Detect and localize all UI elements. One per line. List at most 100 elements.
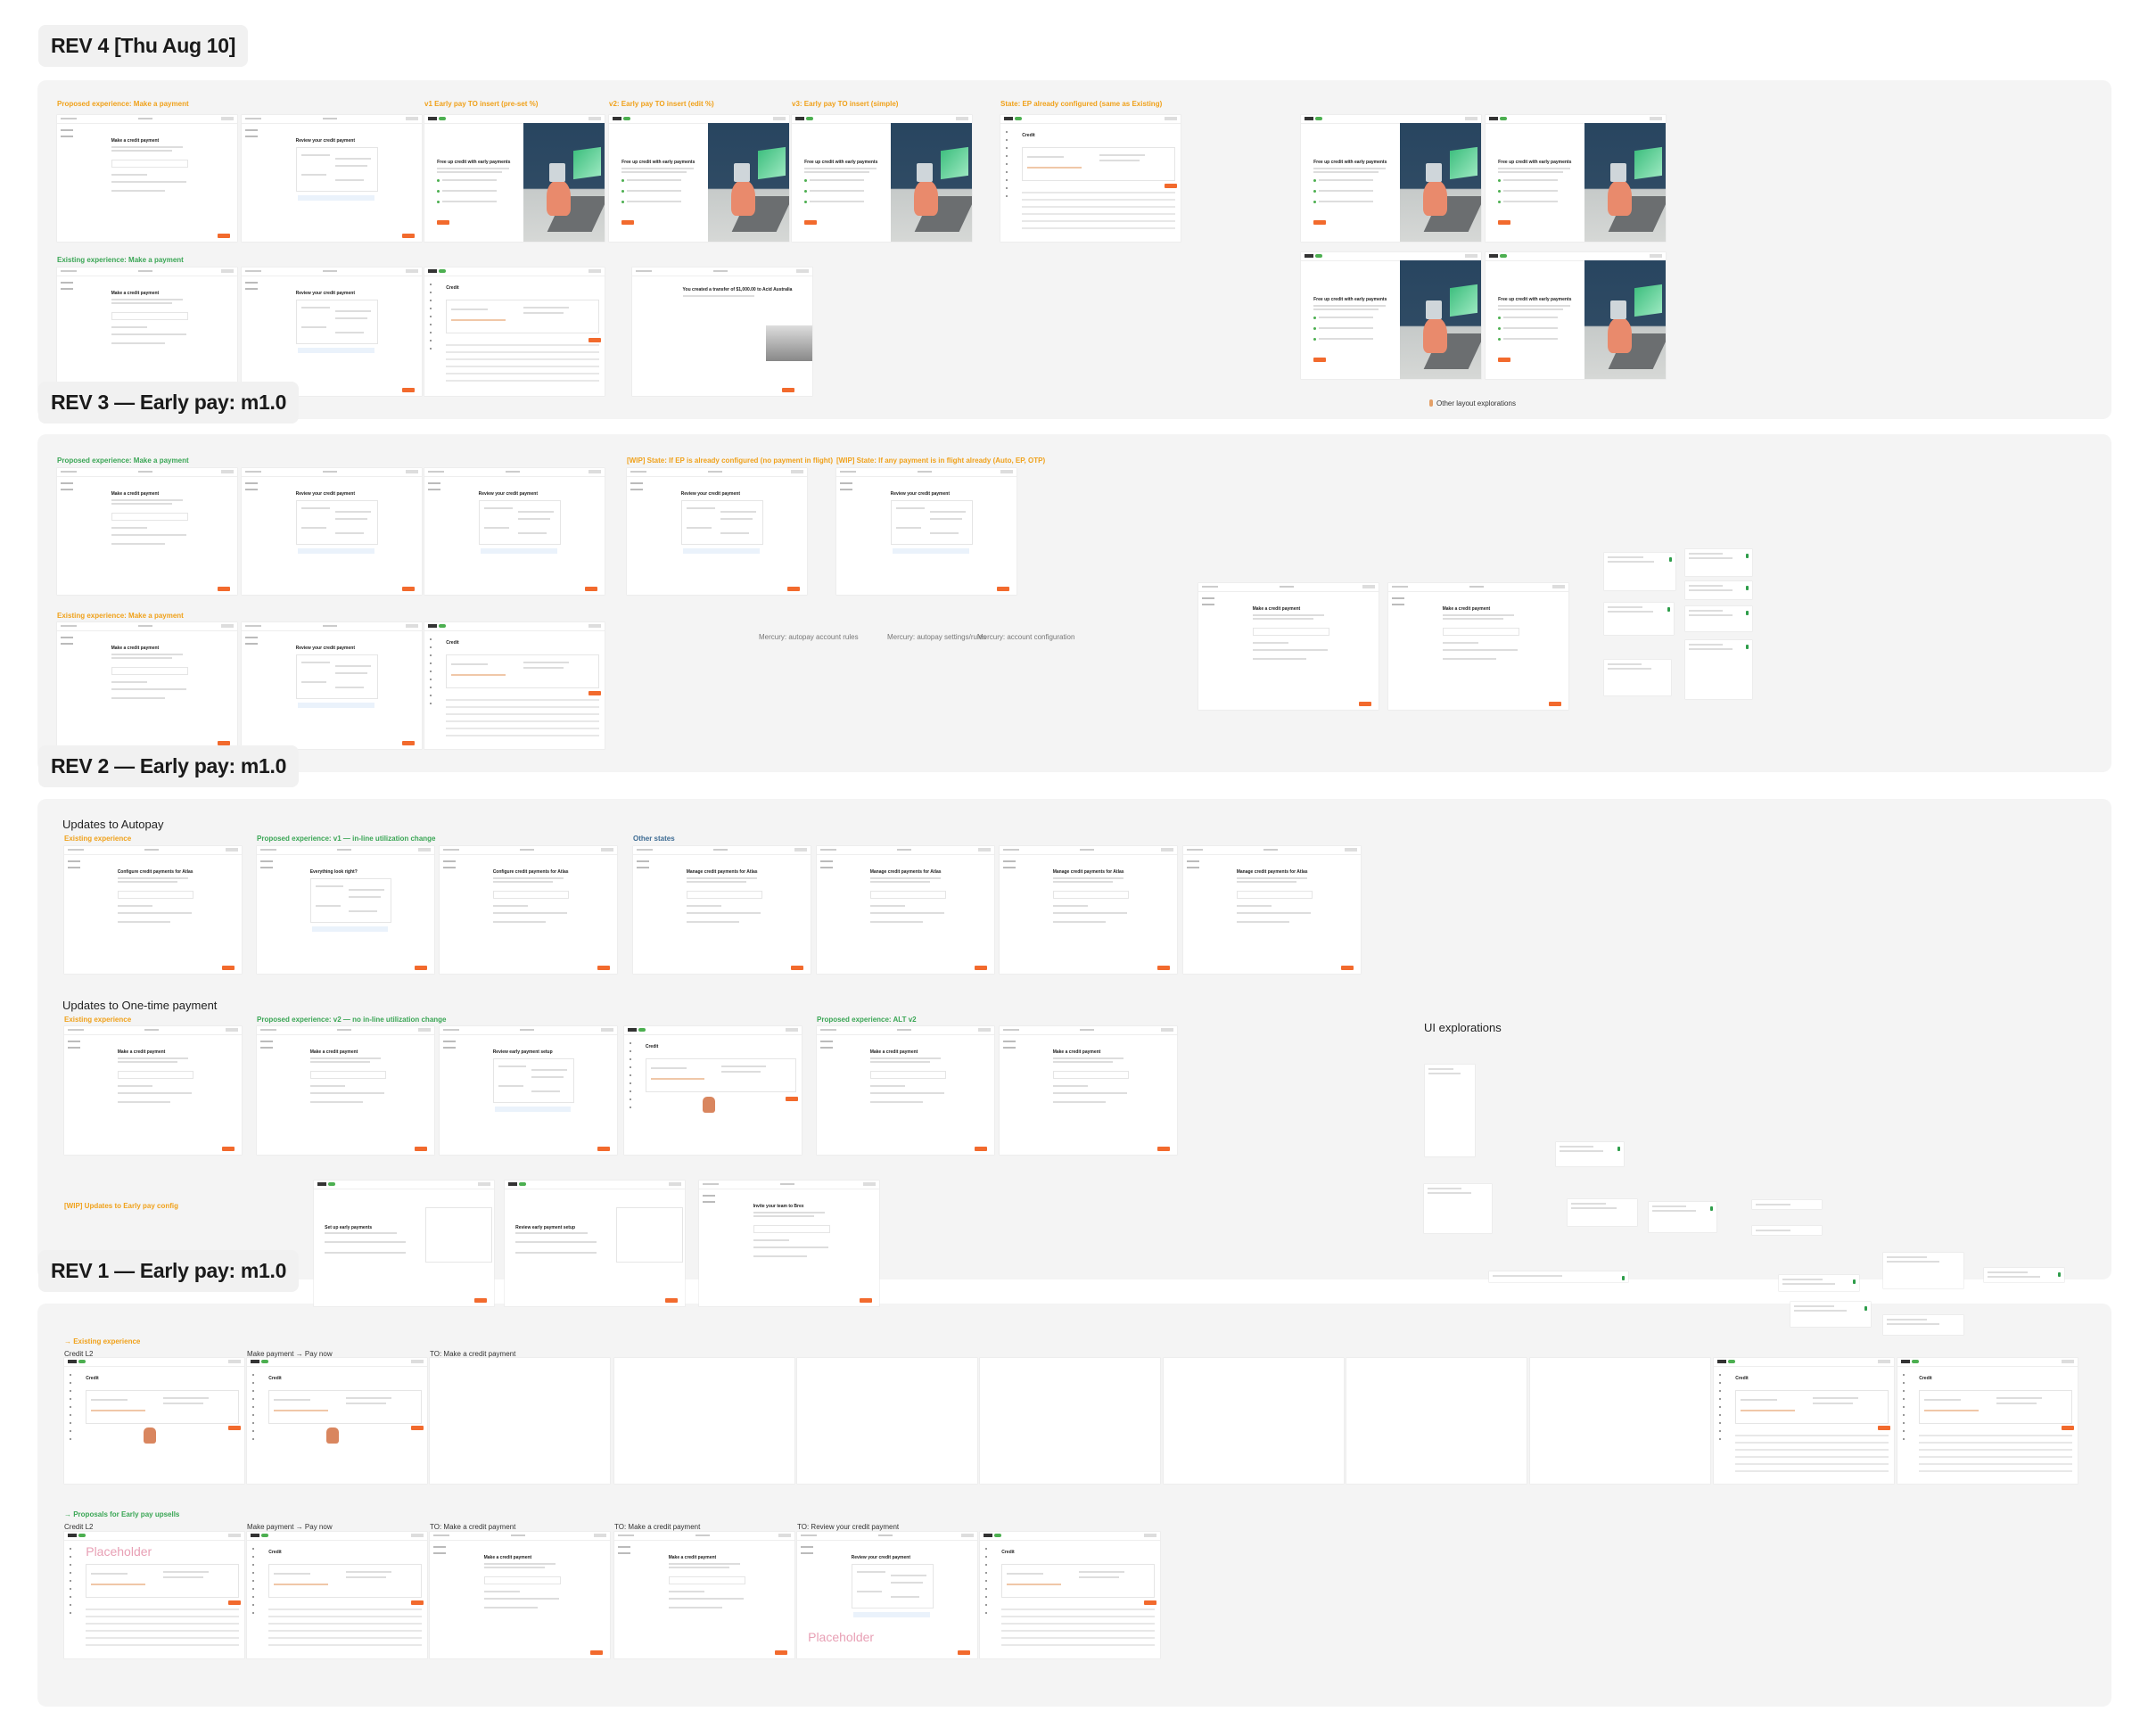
- user-menu[interactable]: [221, 624, 234, 628]
- amount-field[interactable]: [1236, 891, 1313, 899]
- user-menu[interactable]: [411, 1360, 424, 1363]
- continue-button[interactable]: [1498, 358, 1511, 362]
- back-link[interactable]: [260, 849, 276, 851]
- user-menu[interactable]: [1878, 1360, 1890, 1363]
- back-link[interactable]: [1003, 1029, 1019, 1031]
- design-frame-form[interactable]: Make a credit payment: [57, 622, 237, 749]
- amount-field[interactable]: [111, 312, 189, 320]
- design-frame-review[interactable]: Review your credit payment: [424, 468, 605, 595]
- design-frame-promo[interactable]: Free up credit with early payments: [1486, 252, 1666, 379]
- nav-icon[interactable]: [985, 1612, 987, 1614]
- back-link[interactable]: [61, 471, 77, 473]
- nav-icon[interactable]: [252, 1438, 254, 1440]
- continue-button[interactable]: [804, 220, 818, 225]
- user-menu[interactable]: [863, 1182, 876, 1186]
- user-menu[interactable]: [796, 269, 809, 273]
- primary-button[interactable]: [775, 1650, 787, 1655]
- toggle-switch[interactable]: [1667, 607, 1670, 612]
- design-frame-blank[interactable]: [980, 1358, 1160, 1484]
- table-row[interactable]: [446, 373, 599, 374]
- nav-icon[interactable]: [1903, 1422, 1905, 1424]
- design-frame-form[interactable]: Make a credit payment: [64, 1026, 242, 1155]
- back-link[interactable]: [618, 1534, 634, 1536]
- nav-icon[interactable]: [252, 1612, 254, 1614]
- table-row[interactable]: [1001, 1623, 1155, 1625]
- table-row[interactable]: [268, 1630, 422, 1632]
- user-menu[interactable]: [794, 848, 807, 852]
- table-row[interactable]: [268, 1623, 422, 1625]
- nav-icon[interactable]: [252, 1548, 254, 1550]
- user-menu[interactable]: [1650, 254, 1662, 258]
- nav-icon[interactable]: [630, 1042, 631, 1044]
- nav-icon[interactable]: [1006, 171, 1008, 173]
- table-row[interactable]: [1919, 1470, 2072, 1472]
- primary-button[interactable]: [590, 1650, 603, 1655]
- primary-button[interactable]: [415, 1147, 427, 1151]
- design-frame-dash[interactable]: Credit: [1000, 115, 1181, 242]
- table-row[interactable]: [446, 699, 599, 701]
- back-link[interactable]: [703, 1183, 719, 1185]
- primary-button[interactable]: [1157, 966, 1170, 970]
- amount-field[interactable]: [111, 160, 189, 168]
- nav-icon[interactable]: [1719, 1414, 1721, 1416]
- primary-button[interactable]: [597, 1147, 610, 1151]
- toggle-switch[interactable]: [1746, 554, 1749, 558]
- nav-icon[interactable]: [252, 1588, 254, 1590]
- nav-icon[interactable]: [985, 1596, 987, 1598]
- back-link[interactable]: [61, 118, 77, 119]
- nav-icon[interactable]: [1006, 155, 1008, 157]
- table-row[interactable]: [446, 358, 599, 360]
- nav-icon[interactable]: [430, 671, 432, 672]
- nav-icon[interactable]: [630, 1074, 631, 1076]
- nav-icon[interactable]: [70, 1430, 71, 1432]
- user-menu[interactable]: [594, 1534, 606, 1537]
- toggle-switch[interactable]: [1746, 611, 1749, 615]
- table-row[interactable]: [446, 713, 599, 715]
- table-row[interactable]: [446, 728, 599, 729]
- amount-field[interactable]: [483, 1576, 562, 1584]
- user-menu[interactable]: [1362, 585, 1375, 588]
- nav-icon[interactable]: [1719, 1382, 1721, 1384]
- table-row[interactable]: [268, 1644, 422, 1646]
- continue-button[interactable]: [621, 220, 635, 225]
- amount-field[interactable]: [869, 1071, 947, 1079]
- amount-field[interactable]: [117, 891, 194, 899]
- primary-button[interactable]: [787, 587, 800, 591]
- primary-button[interactable]: [786, 1097, 798, 1101]
- table-row[interactable]: [446, 366, 599, 367]
- user-menu[interactable]: [226, 848, 238, 852]
- nav-icon[interactable]: [70, 1556, 71, 1558]
- table-row[interactable]: [268, 1637, 422, 1639]
- nav-icon[interactable]: [252, 1572, 254, 1574]
- nav-icon[interactable]: [630, 1090, 631, 1092]
- primary-button[interactable]: [402, 587, 415, 591]
- user-menu[interactable]: [406, 624, 418, 628]
- nav-icon[interactable]: [1903, 1374, 1905, 1376]
- toggle-switch[interactable]: [1746, 586, 1749, 590]
- nav-icon[interactable]: [985, 1572, 987, 1574]
- back-link[interactable]: [68, 1029, 84, 1031]
- table-row[interactable]: [446, 735, 599, 736]
- nav-icon[interactable]: [70, 1588, 71, 1590]
- user-menu[interactable]: [669, 1182, 681, 1186]
- table-row[interactable]: [1001, 1630, 1155, 1632]
- nav-icon[interactable]: [430, 308, 432, 309]
- design-frame-promo[interactable]: Free up credit with early payments: [1301, 115, 1481, 242]
- primary-button[interactable]: [588, 691, 601, 695]
- design-frame-blank[interactable]: [1346, 1358, 1527, 1484]
- primary-button[interactable]: [218, 587, 230, 591]
- user-menu[interactable]: [1465, 254, 1477, 258]
- nav-icon[interactable]: [430, 316, 432, 317]
- design-frame-review[interactable]: Review your credit payment: [836, 468, 1017, 595]
- design-frame-dashhand[interactable]: Credit: [247, 1358, 427, 1484]
- nav-icon[interactable]: [630, 1107, 631, 1108]
- user-menu[interactable]: [601, 1028, 613, 1032]
- nav-icon[interactable]: [1903, 1406, 1905, 1408]
- back-link[interactable]: [61, 625, 77, 627]
- primary-button[interactable]: [474, 1298, 487, 1303]
- amount-field[interactable]: [1252, 628, 1330, 636]
- amount-field[interactable]: [869, 891, 947, 899]
- table-row[interactable]: [86, 1623, 239, 1625]
- design-frame-review[interactable]: Review early payment setup: [440, 1026, 617, 1155]
- user-menu[interactable]: [978, 848, 991, 852]
